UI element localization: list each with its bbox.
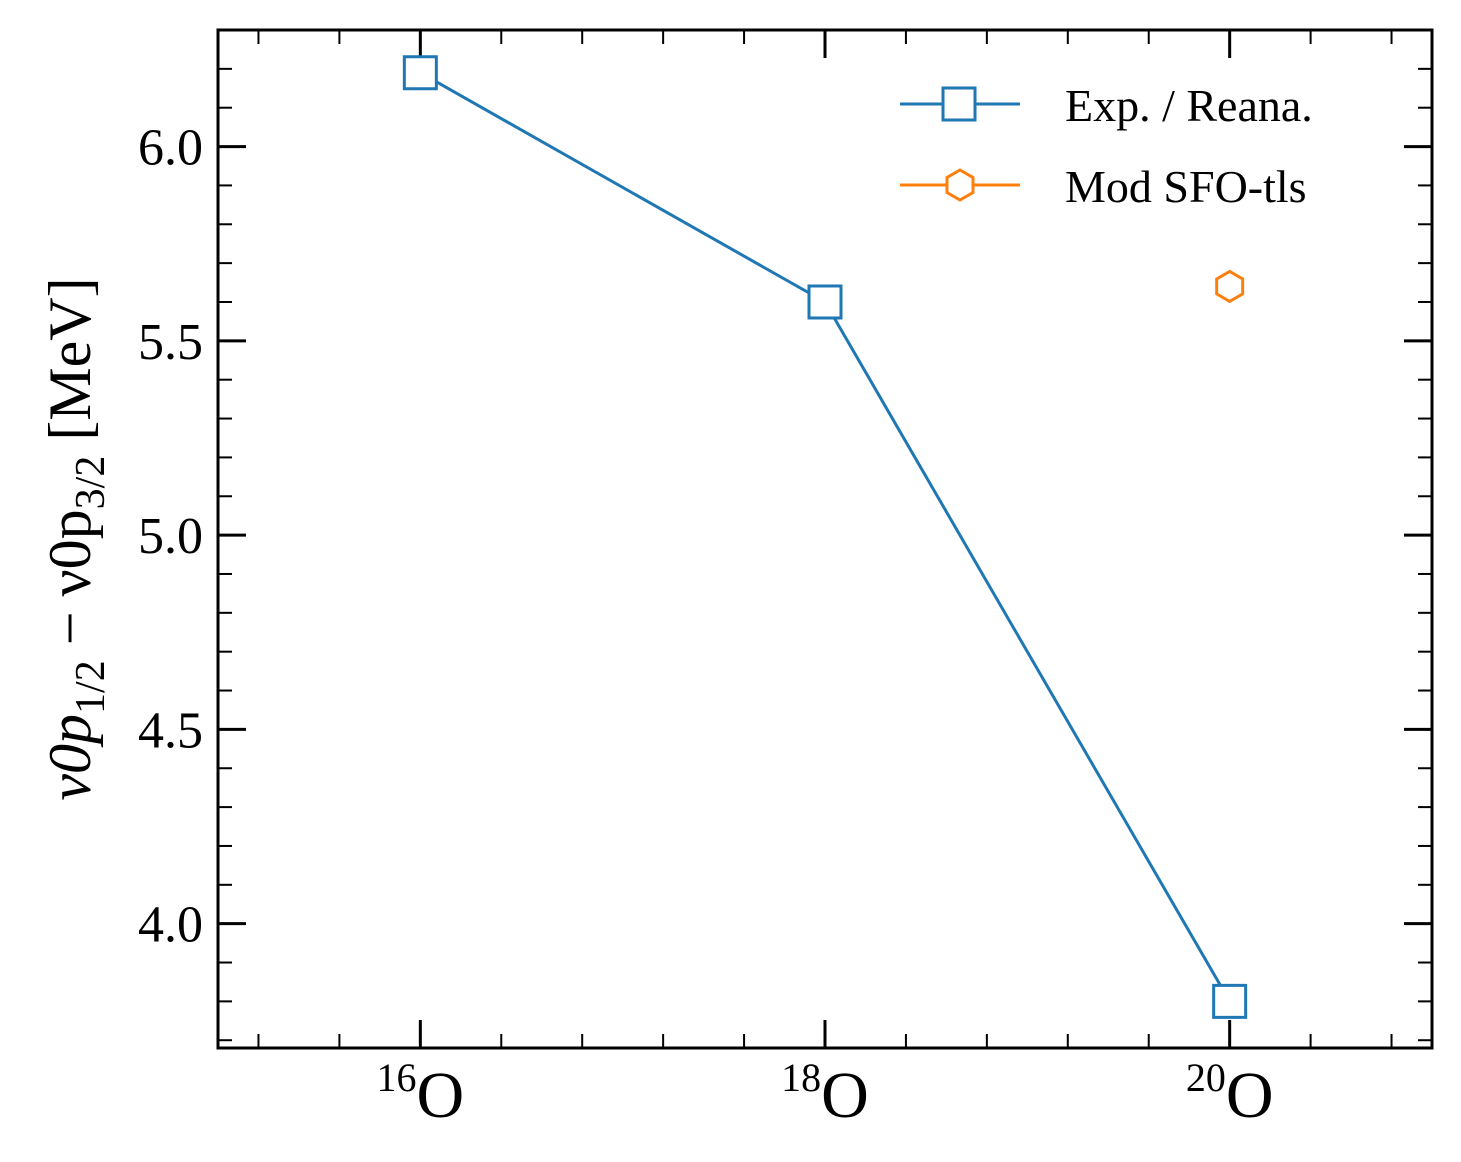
x-tick-element: O (821, 1059, 869, 1132)
series-layer (402, 55, 1248, 1019)
y-tick-labels: 4.0 4.5 5.0 5.5 6.0 (138, 120, 203, 954)
y-tick-label: 5.0 (138, 508, 203, 565)
x-tick-labels: 16O 18O 20O (376, 1055, 1273, 1132)
y-tick-label: 4.5 (138, 702, 203, 759)
axis-ticks (218, 29, 1432, 1048)
x-tick-label: 16O (376, 1055, 464, 1132)
data-point-square (1212, 983, 1248, 1019)
data-point-hexagon (1215, 269, 1245, 304)
x-tick-label: 18O (781, 1055, 869, 1132)
x-tick-label: 20O (1186, 1055, 1274, 1132)
data-point-square (807, 284, 843, 320)
y-tick-label: 5.5 (138, 314, 203, 371)
data-point-square (402, 55, 438, 91)
y-axis-label: ν0p1/2 − ν0p3/2 [MeV] (37, 277, 114, 800)
legend-item-mod: Mod SFO-tls (900, 161, 1307, 212)
legend-marker-square (941, 86, 977, 122)
x-tick-mass-number: 16 (376, 1055, 416, 1100)
x-tick-mass-number: 18 (781, 1055, 821, 1100)
x-tick-element: O (416, 1059, 464, 1132)
y-tick-label: 4.0 (138, 897, 203, 954)
plot-frame (216, 28, 1434, 1050)
legend-label-mod: Mod SFO-tls (1065, 161, 1307, 212)
legend-item-exp: Exp. / Reana. (900, 80, 1313, 131)
x-tick-mass-number: 20 (1186, 1055, 1226, 1100)
legend-marker-hexagon (945, 168, 975, 202)
x-tick-element: O (1226, 1059, 1274, 1132)
legend: Exp. / Reana. Mod SFO-tls (900, 80, 1313, 212)
legend-label-exp: Exp. / Reana. (1065, 80, 1313, 131)
y-tick-label: 6.0 (138, 120, 203, 177)
series-line-0 (419, 71, 1231, 1003)
